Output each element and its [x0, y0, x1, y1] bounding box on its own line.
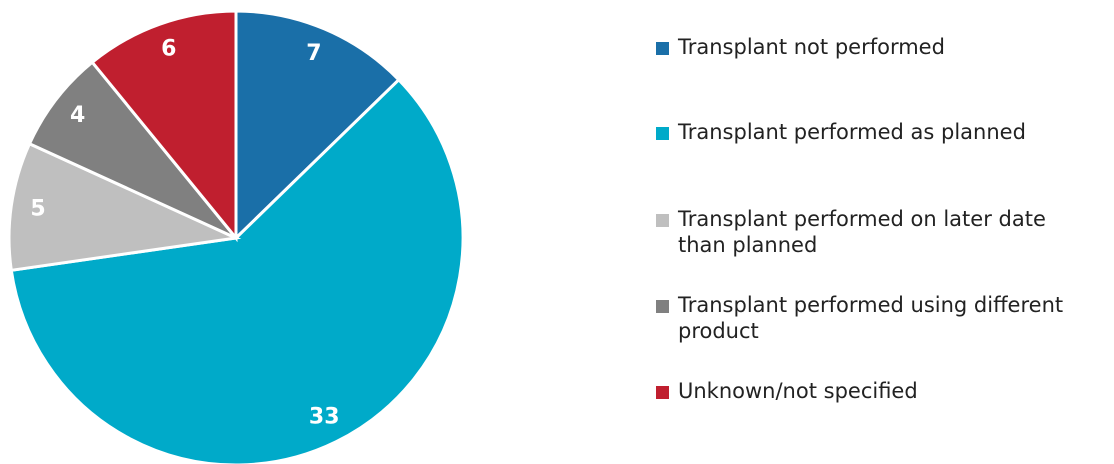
legend-label: Unknown/not specified: [678, 379, 918, 403]
legend-label: Transplant not performed: [678, 35, 945, 59]
legend-item: Transplant performed as planned: [656, 119, 1106, 145]
legend-item: Transplant performed using different pro…: [656, 292, 1106, 344]
legend-swatch: [656, 127, 669, 140]
legend-label: Transplant performed as planned: [678, 120, 1026, 144]
legend-item: Transplant not performed: [656, 34, 1106, 60]
data-label: 6: [161, 37, 176, 62]
pie-slice: [90, 9, 238, 243]
legend-swatch: [656, 300, 669, 313]
legend-item: Unknown/not specified: [656, 378, 1106, 404]
legend-swatch: [656, 214, 669, 227]
data-label: 7: [306, 41, 321, 66]
legend-item: Transplant performed on later date than …: [656, 206, 1106, 258]
pie-slice: [27, 60, 238, 240]
data-label: 33: [309, 404, 340, 429]
legend-swatch: [656, 386, 669, 399]
data-label: 4: [70, 103, 85, 128]
data-label: 5: [30, 197, 45, 222]
pie-slice: [7, 141, 242, 273]
pie-slice: [9, 77, 465, 464]
pie-slice: [234, 9, 401, 242]
legend-label: Transplant performed on later date than …: [678, 207, 1046, 257]
legend-label: Transplant performed using different pro…: [678, 293, 1064, 343]
legend-swatch: [656, 42, 669, 55]
